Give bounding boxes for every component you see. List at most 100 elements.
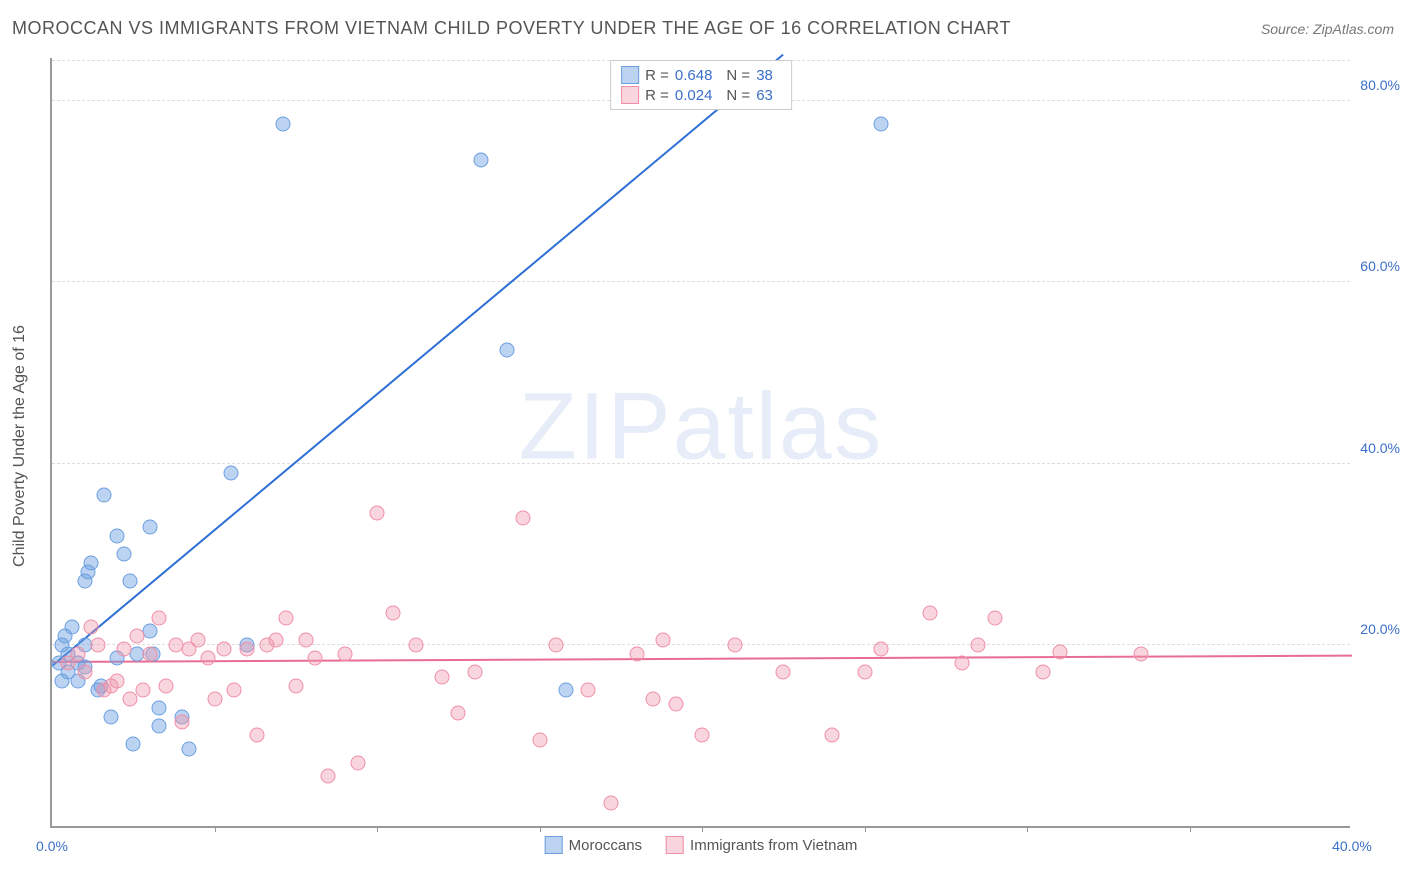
data-point — [971, 637, 986, 652]
y-tick-label: 20.0% — [1352, 621, 1400, 637]
x-tick-mark — [702, 826, 703, 832]
series-legend-item: Immigrants from Vietnam — [666, 836, 857, 854]
data-point — [191, 633, 206, 648]
data-point — [90, 637, 105, 652]
data-point — [123, 574, 138, 589]
data-point — [223, 465, 238, 480]
series-name: Moroccans — [569, 837, 642, 854]
data-point — [279, 610, 294, 625]
y-tick-label: 40.0% — [1352, 440, 1400, 456]
data-point — [581, 683, 596, 698]
data-point — [321, 769, 336, 784]
legend-swatch — [621, 86, 639, 104]
data-point — [350, 755, 365, 770]
x-tick-mark — [865, 826, 866, 832]
r-label: R = — [645, 87, 669, 104]
data-point — [532, 732, 547, 747]
data-point — [474, 153, 489, 168]
x-tick-label: 0.0% — [36, 838, 68, 854]
legend-swatch — [621, 66, 639, 84]
data-point — [467, 665, 482, 680]
data-point — [669, 696, 684, 711]
r-value: 0.024 — [675, 87, 713, 104]
data-point — [201, 651, 216, 666]
data-point — [77, 665, 92, 680]
data-point — [103, 710, 118, 725]
source-name: ZipAtlas.com — [1313, 21, 1394, 37]
stats-legend-row: R = 0.648 N = 38 — [621, 65, 781, 85]
y-tick-label: 60.0% — [1352, 258, 1400, 274]
data-point — [110, 529, 125, 544]
watermark: ZIPatlas — [519, 372, 883, 481]
x-tick-mark — [540, 826, 541, 832]
gridline — [52, 281, 1350, 282]
series-legend: Moroccans Immigrants from Vietnam — [545, 836, 858, 854]
data-point — [727, 637, 742, 652]
y-axis-label: Child Poverty Under the Age of 16 — [11, 325, 29, 567]
data-point — [207, 692, 222, 707]
data-point — [54, 674, 69, 689]
data-point — [337, 646, 352, 661]
x-tick-mark — [1027, 826, 1028, 832]
data-point — [857, 665, 872, 680]
data-point — [116, 642, 131, 657]
data-point — [142, 520, 157, 535]
data-point — [126, 737, 141, 752]
n-label: N = — [726, 87, 750, 104]
data-point — [136, 683, 151, 698]
data-point — [873, 642, 888, 657]
x-tick-label: 40.0% — [1332, 838, 1372, 854]
data-point — [558, 683, 573, 698]
data-point — [987, 610, 1002, 625]
r-label: R = — [645, 67, 669, 84]
data-point — [269, 633, 284, 648]
source-attribution: Source: ZipAtlas.com — [1261, 21, 1394, 37]
data-point — [516, 511, 531, 526]
data-point — [1133, 646, 1148, 661]
data-point — [1052, 645, 1067, 660]
data-point — [142, 624, 157, 639]
data-point — [152, 610, 167, 625]
data-point — [695, 728, 710, 743]
series-legend-item: Moroccans — [545, 836, 642, 854]
data-point — [97, 488, 112, 503]
data-point — [275, 116, 290, 131]
chart-title: MOROCCAN VS IMMIGRANTS FROM VIETNAM CHIL… — [12, 18, 1011, 39]
y-tick-label: 80.0% — [1352, 77, 1400, 93]
data-point — [370, 506, 385, 521]
data-point — [84, 556, 99, 571]
data-point — [116, 547, 131, 562]
data-point — [604, 796, 619, 811]
data-point — [548, 637, 563, 652]
data-point — [435, 669, 450, 684]
source-label: Source: — [1261, 21, 1313, 37]
data-point — [825, 728, 840, 743]
stats-legend-row: R = 0.024 N = 63 — [621, 85, 781, 105]
data-point — [129, 628, 144, 643]
data-point — [249, 728, 264, 743]
data-point — [955, 655, 970, 670]
data-point — [152, 719, 167, 734]
n-value: 63 — [756, 87, 773, 104]
series-name: Immigrants from Vietnam — [690, 837, 857, 854]
n-value: 38 — [756, 67, 773, 84]
data-point — [71, 646, 86, 661]
data-point — [217, 642, 232, 657]
data-point — [240, 642, 255, 657]
data-point — [152, 701, 167, 716]
data-point — [175, 714, 190, 729]
data-point — [181, 742, 196, 757]
data-point — [64, 619, 79, 634]
legend-swatch — [545, 836, 563, 854]
data-point — [776, 665, 791, 680]
data-point — [227, 683, 242, 698]
n-label: N = — [726, 67, 750, 84]
stats-legend: R = 0.648 N = 38 R = 0.024 N = 63 — [610, 60, 792, 110]
r-value: 0.648 — [675, 67, 713, 84]
data-point — [646, 692, 661, 707]
gridline — [52, 463, 1350, 464]
x-tick-mark — [1190, 826, 1191, 832]
data-point — [409, 637, 424, 652]
data-point — [656, 633, 671, 648]
x-tick-mark — [215, 826, 216, 832]
